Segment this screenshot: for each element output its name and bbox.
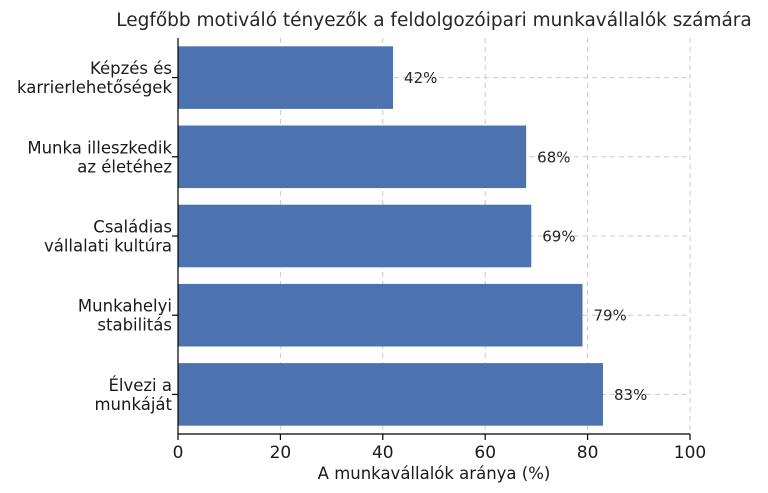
x-tick-label-80: 80	[577, 443, 599, 463]
category-label-1-0: Munka illeszkedik	[27, 138, 172, 157]
x-tick-label-20: 20	[270, 443, 292, 463]
category-label-2-1: vállalati kultúra	[44, 237, 172, 256]
x-tick-label-60: 60	[474, 443, 496, 463]
data-labels: 42% 68% 69% 79% 83%	[404, 69, 647, 404]
data-label-4: 83%	[614, 386, 647, 404]
category-label-0-0: Képzés és	[90, 59, 172, 78]
data-label-3: 79%	[593, 307, 626, 325]
data-label-0: 42%	[404, 69, 437, 87]
bars	[178, 46, 603, 426]
category-label-2-0: Családias	[93, 218, 172, 237]
bar-4	[178, 363, 603, 426]
x-tick-label-0: 0	[173, 443, 184, 463]
category-label-1-1: az életéhez	[77, 157, 172, 176]
category-label-0-1: karrierlehetőségek	[17, 78, 172, 97]
category-label-4-0: Élvezi a	[108, 376, 172, 395]
category-label-3-0: Munkahelyi	[78, 297, 172, 316]
x-axis-label: A munkavállalók aránya (%)	[318, 464, 551, 483]
x-tick-label-40: 40	[372, 443, 394, 463]
data-label-1: 68%	[537, 148, 570, 166]
chart-title: Legfőbb motiváló tényezők a feldolgozóip…	[116, 10, 752, 31]
bar-0	[178, 46, 394, 109]
axes: 0 20 40 60 80 100	[172, 38, 706, 463]
category-label-3-1: stabilitás	[97, 316, 172, 335]
category-label-4-1: munkáját	[94, 395, 172, 414]
bar-3	[178, 283, 583, 347]
bar-2	[178, 204, 532, 268]
data-label-2: 69%	[542, 228, 575, 246]
x-tick-label-100: 100	[674, 443, 706, 463]
bar-1	[178, 125, 527, 189]
